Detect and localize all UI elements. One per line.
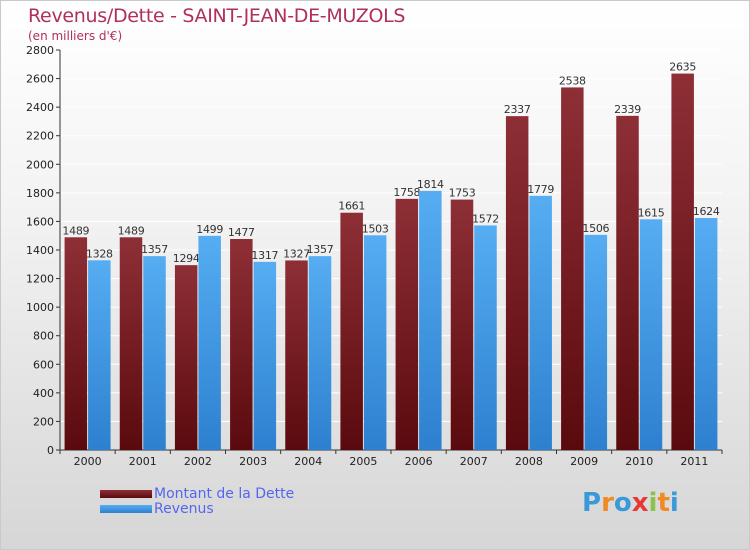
data-label-revenus: 1317 [251,249,278,262]
x-tick-label: 2010 [625,455,653,468]
x-tick-label: 2011 [680,455,708,468]
x-tick-label: 2003 [239,455,267,468]
bar-dette [174,265,198,450]
logo-letter: i [648,488,658,518]
y-tick-label: 2800 [26,44,54,57]
legend-label-dette: Montant de la Dette [154,485,295,502]
x-tick-label: 2006 [405,455,433,468]
bar-dette [616,115,639,450]
data-label-revenus: 1328 [86,247,113,260]
logo-letter: o [613,488,632,518]
bar-dette [64,237,88,450]
bar-dette [395,198,419,450]
y-tick-label: 2600 [26,73,54,86]
bar-dette [285,260,308,450]
bar-dette [230,239,253,450]
logo-letter: r [601,488,614,518]
data-label-dette: 2337 [504,103,531,116]
data-label-dette: 2635 [669,61,696,74]
x-tick-label: 2005 [349,455,377,468]
bar-revenus [474,225,497,450]
data-label-revenus: 1572 [472,212,499,225]
bar-revenus [584,234,608,450]
data-label-revenus: 1499 [196,223,223,236]
legend: Montant de la Dette Revenus [100,485,295,517]
logo-letter: t [657,488,670,518]
y-tick-label: 1800 [26,187,54,200]
y-tick-label: 600 [33,358,54,371]
x-tick-label: 2007 [460,455,488,468]
data-label-dette: 1294 [173,252,200,265]
data-label-revenus: 1779 [527,183,554,196]
proxiti-logo: Proxiti [582,488,679,518]
x-tick-label: 2001 [129,455,157,468]
bar-revenus [639,219,663,450]
y-tick-label: 1000 [26,301,54,314]
data-label-revenus: 1814 [417,178,444,191]
logo-letter: P [582,488,602,518]
chart-title: Revenus/Dette - SAINT-JEAN-DE-MUZOLS [28,5,406,27]
bar-revenus [308,256,332,450]
y-tick-label: 1400 [26,244,54,257]
data-label-dette: 2339 [614,103,641,116]
logo-letter: i [669,488,679,518]
bar-revenus [363,235,387,450]
x-tick-label: 2004 [294,455,322,468]
data-label-revenus: 1503 [362,222,389,235]
y-tick-label: 1200 [26,273,54,286]
legend-swatch-dette [100,489,152,498]
data-label-dette: 1477 [228,226,255,239]
bar-revenus [694,218,718,450]
data-label-dette: 1489 [118,224,145,237]
bar-dette [450,199,474,450]
data-label-revenus: 1624 [693,205,720,218]
x-tick-label: 2000 [74,455,102,468]
legend-swatch-revenus [100,504,152,513]
data-label-revenus: 1615 [638,206,665,219]
data-label-dette: 1753 [449,187,476,200]
chart-subtitle: (en milliers d'€) [28,29,123,43]
bar-revenus [529,195,552,450]
bar-revenus [88,260,111,450]
data-label-dette: 1327 [283,247,310,260]
legend-item-dette: Montant de la Dette [100,485,295,502]
data-label-revenus: 1357 [307,243,334,256]
y-tick-label: 400 [33,387,54,400]
bar-revenus [143,256,166,450]
y-tick-label: 2200 [26,130,54,143]
data-label-dette: 1758 [393,186,420,199]
logo-letter: x [631,488,649,518]
y-tick-label: 800 [33,330,54,343]
bar-dette [671,73,694,451]
bar-revenus [253,261,277,450]
y-tick-label: 1600 [26,215,54,228]
bar-dette [561,87,584,450]
data-label-revenus: 1506 [582,222,609,235]
data-label-dette: 1489 [62,224,89,237]
x-tick-label: 2002 [184,455,212,468]
data-label-revenus: 1357 [141,243,168,256]
y-tick-label: 2000 [26,158,54,171]
y-tick-label: 0 [47,444,54,457]
legend-item-revenus: Revenus [100,500,294,517]
data-label-dette: 2538 [559,74,586,87]
y-tick-label: 2400 [26,101,54,114]
legend-label-revenus: Revenus [154,500,214,517]
y-tick-label: 200 [33,415,54,428]
bar-dette [119,237,143,450]
data-label-dette: 1661 [338,200,365,213]
x-tick-label: 2009 [570,455,598,468]
bar-dette [505,116,529,451]
bar-revenus [419,190,442,450]
x-tick-label: 2008 [515,455,543,468]
bar-dette [340,212,363,450]
bar-revenus [198,235,221,450]
